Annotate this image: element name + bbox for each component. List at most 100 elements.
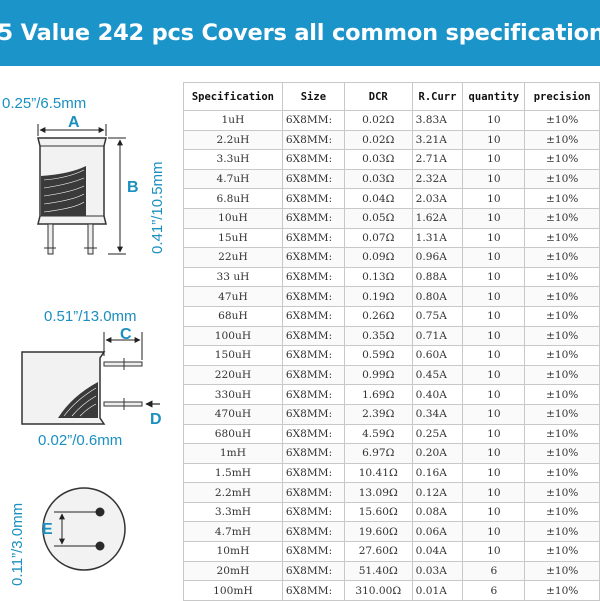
cell-precision: ±10% <box>524 541 600 562</box>
cell-dcr: 51.40Ω <box>343 560 413 582</box>
cell-quantity: 10 <box>462 521 526 543</box>
table-row: 15uH 6X8MM: 0.07Ω 1.31A 10 ±10% <box>183 227 600 249</box>
cell-specification: 330uH <box>183 384 283 405</box>
cell-dcr: 0.59Ω <box>343 345 413 366</box>
cell-quantity: 10 <box>462 364 526 386</box>
cell-size: 6X8MM: <box>281 541 345 562</box>
cell-dcr: 2.39Ω <box>343 403 413 425</box>
dim-a-letter: A <box>68 114 80 131</box>
cell-rated-current: 2.71A <box>411 149 464 170</box>
cell-rated-current: 1.31A <box>411 227 464 249</box>
table-row: 330uH 6X8MM: 1.69Ω 0.40A 10 ±10% <box>183 384 600 405</box>
cell-quantity: 10 <box>462 501 526 523</box>
dim-b-letter: B <box>127 179 139 196</box>
table-row: 1.5mH 6X8MM: 10.41Ω 0.16A 10 ±10% <box>183 462 600 484</box>
cell-dcr: 0.02Ω <box>343 129 413 151</box>
cell-precision: ±10% <box>524 443 600 464</box>
cell-size: 6X8MM: <box>281 384 345 405</box>
cell-quantity: 10 <box>462 482 526 503</box>
cell-specification: 2.2uH <box>183 129 283 151</box>
cell-size: 6X8MM: <box>281 188 345 209</box>
cell-specification: 10mH <box>183 541 283 562</box>
dim-d-text: 0.02”/0.6mm <box>38 432 122 449</box>
cell-precision: ±10% <box>524 227 600 249</box>
dim-a-text: 0.25”/6.5mm <box>2 95 86 112</box>
table-header-row: Specification Size DCR R.Curr quantity p… <box>183 82 600 111</box>
cell-rated-current: 1.62A <box>411 207 464 229</box>
cell-size: 6X8MM: <box>281 129 345 151</box>
cell-size: 6X8MM: <box>281 462 345 484</box>
bottom-view-inductor <box>42 487 126 571</box>
table-row: 2.2uH 6X8MM: 0.02Ω 3.21A 10 ±10% <box>183 129 600 151</box>
side-coil-winding-icon <box>58 382 98 418</box>
banner-title: 25 Value 242 pcs Covers all common speci… <box>0 20 600 46</box>
cell-precision: ±10% <box>524 305 600 327</box>
header-precision: precision <box>524 82 600 111</box>
table-row: 4.7mH 6X8MM: 19.60Ω 0.06A 10 ±10% <box>183 521 600 543</box>
cell-quantity: 10 <box>462 207 526 229</box>
cell-quantity: 10 <box>462 110 526 131</box>
cell-specification: 1mH <box>183 443 283 464</box>
header-dcr: DCR <box>343 82 413 111</box>
cell-dcr: 27.60Ω <box>343 541 413 562</box>
cell-dcr: 0.13Ω <box>343 266 413 288</box>
table-row: 10uH 6X8MM: 0.05Ω 1.62A 10 ±10% <box>183 207 600 229</box>
cell-size: 6X8MM: <box>281 110 345 131</box>
cell-size: 6X8MM: <box>281 580 345 601</box>
cell-quantity: 10 <box>462 325 526 347</box>
cell-rated-current: 0.12A <box>411 482 464 503</box>
cell-specification: 3.3mH <box>183 501 283 523</box>
table-row: 47uH 6X8MM: 0.19Ω 0.80A 10 ±10% <box>183 286 600 307</box>
cell-dcr: 0.04Ω <box>343 188 413 209</box>
dim-b-text: 0.41”/10.5mm <box>149 161 166 254</box>
dim-e-letter: E <box>42 521 53 538</box>
cell-quantity: 6 <box>462 560 526 582</box>
cell-precision: ±10% <box>524 384 600 405</box>
front-view-inductor <box>37 124 126 255</box>
cell-rated-current: 0.25A <box>411 423 464 445</box>
cell-dcr: 6.97Ω <box>343 443 413 464</box>
table-row: 68uH 6X8MM: 0.26Ω 0.75A 10 ±10% <box>183 305 600 327</box>
dim-e-text: 0.11”/3.0mm <box>9 503 26 586</box>
cell-specification: 4.7mH <box>183 521 283 543</box>
cell-precision: ±10% <box>524 129 600 151</box>
cell-quantity: 10 <box>462 423 526 445</box>
cell-precision: ±10% <box>524 247 600 268</box>
cell-quantity: 10 <box>462 129 526 151</box>
table-row: 33 uH 6X8MM: 0.13Ω 0.88A 10 ±10% <box>183 266 600 288</box>
cell-quantity: 10 <box>462 305 526 327</box>
cell-precision: ±10% <box>524 266 600 288</box>
coil-winding-icon <box>41 166 86 216</box>
cell-size: 6X8MM: <box>281 443 345 464</box>
cell-precision: ±10% <box>524 423 600 445</box>
cell-precision: ±10% <box>524 168 600 190</box>
cell-dcr: 310.00Ω <box>343 580 413 601</box>
cell-rated-current: 2.32A <box>411 168 464 190</box>
cell-dcr: 1.69Ω <box>343 384 413 405</box>
cell-quantity: 10 <box>462 188 526 209</box>
cell-quantity: 10 <box>462 462 526 484</box>
table-row: 20mH 6X8MM: 51.40Ω 0.03A 6 ±10% <box>183 560 600 582</box>
cell-precision: ±10% <box>524 462 600 484</box>
cell-size: 6X8MM: <box>281 423 345 445</box>
cell-size: 6X8MM: <box>281 403 345 425</box>
cell-rated-current: 0.34A <box>411 403 464 425</box>
title-banner: 25 Value 242 pcs Covers all common speci… <box>0 0 600 66</box>
cell-specification: 10uH <box>183 207 283 229</box>
header-specification: Specification <box>183 82 283 111</box>
cell-dcr: 13.09Ω <box>343 482 413 503</box>
table-row: 100mH 6X8MM: 310.00Ω 0.01A 6 ±10% <box>183 580 600 601</box>
table-row: 6.8uH 6X8MM: 0.04Ω 2.03A 10 ±10% <box>183 188 600 209</box>
cell-size: 6X8MM: <box>281 247 345 268</box>
cell-precision: ±10% <box>524 501 600 523</box>
cell-dcr: 0.07Ω <box>343 227 413 249</box>
cell-rated-current: 0.80A <box>411 286 464 307</box>
table-row: 22uH 6X8MM: 0.09Ω 0.96A 10 ±10% <box>183 247 600 268</box>
cell-size: 6X8MM: <box>281 305 345 327</box>
cell-quantity: 10 <box>462 403 526 425</box>
cell-dcr: 0.03Ω <box>343 168 413 190</box>
cell-rated-current: 0.06A <box>411 521 464 543</box>
cell-dcr: 0.02Ω <box>343 110 413 131</box>
dim-d-letter: D <box>150 411 162 428</box>
cell-precision: ±10% <box>524 364 600 386</box>
